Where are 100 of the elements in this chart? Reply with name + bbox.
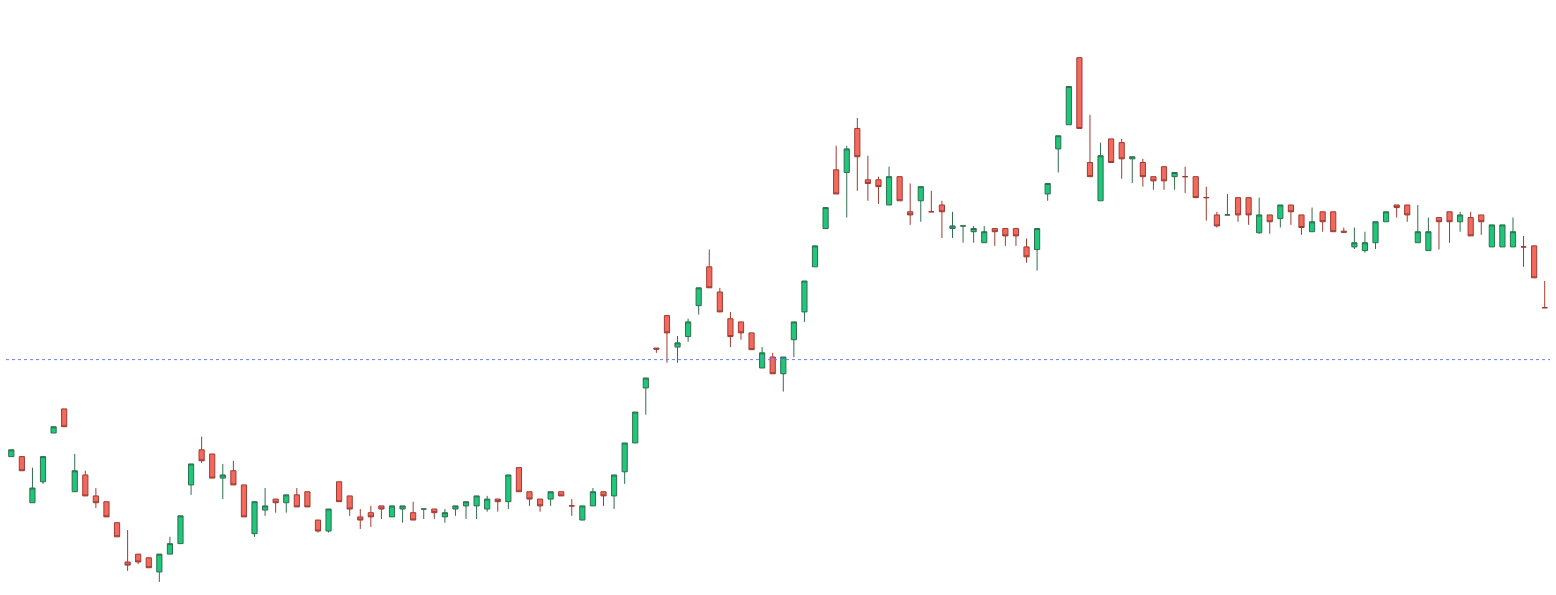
candlestick xyxy=(1340,227,1347,233)
candlestick xyxy=(1446,211,1453,244)
candlestick xyxy=(1509,217,1517,248)
candlestick xyxy=(843,145,850,219)
candlestick xyxy=(145,557,152,569)
candlestick xyxy=(759,346,766,369)
candlestick xyxy=(1393,204,1400,219)
candlestick xyxy=(822,207,829,230)
candlestick xyxy=(885,166,893,206)
candlestick xyxy=(928,190,935,213)
candlestick xyxy=(1012,228,1020,247)
candlestick xyxy=(1287,204,1294,226)
candlestick xyxy=(113,522,121,538)
candlestick xyxy=(653,347,660,354)
candlestick xyxy=(864,155,871,202)
candlestick xyxy=(748,332,755,351)
candlestick xyxy=(568,498,575,517)
candlestick xyxy=(790,321,797,358)
candlestick xyxy=(610,474,618,510)
candlestick xyxy=(1404,204,1411,223)
candlestick xyxy=(1213,211,1220,229)
candlestick xyxy=(441,508,448,524)
candlestick xyxy=(579,505,586,521)
candlestick xyxy=(1150,176,1157,191)
candlestick xyxy=(1467,211,1474,237)
candlestick xyxy=(156,553,163,583)
candlestick xyxy=(536,498,544,513)
candlestick xyxy=(1499,224,1506,248)
candlestick xyxy=(833,145,840,195)
candlestick xyxy=(452,505,459,517)
candlestick xyxy=(1245,197,1252,226)
candlestick xyxy=(209,453,216,479)
candlestick xyxy=(1171,171,1178,191)
candlestick xyxy=(1023,238,1030,264)
candlestick xyxy=(293,487,300,508)
candlestick xyxy=(251,501,258,538)
candlestick xyxy=(198,436,205,464)
candlestick xyxy=(695,287,702,316)
candlestick xyxy=(716,287,723,313)
candlestick xyxy=(1139,158,1146,188)
candlestick xyxy=(462,501,470,520)
candlestick xyxy=(1044,182,1051,202)
candlestick xyxy=(1277,204,1284,229)
candlestick xyxy=(1129,156,1136,184)
candlestick xyxy=(1330,211,1337,233)
candlestick xyxy=(674,335,681,364)
candlestick xyxy=(526,491,533,507)
candlestick xyxy=(854,117,861,192)
candlestick xyxy=(780,356,787,393)
candlestick xyxy=(314,519,322,534)
candlestick xyxy=(621,442,628,485)
candlestick xyxy=(642,377,649,416)
candlestick xyxy=(938,200,946,239)
candlestick xyxy=(18,456,25,472)
candlestick xyxy=(283,494,290,514)
candlestick xyxy=(61,408,68,428)
candlestick xyxy=(50,426,57,434)
candlestick xyxy=(39,456,47,485)
candlestick xyxy=(632,411,639,444)
candlestick xyxy=(1488,224,1495,248)
candlestick xyxy=(388,505,396,518)
candlestick xyxy=(473,495,480,520)
candlestick xyxy=(981,225,988,244)
candlestick xyxy=(1182,166,1189,194)
candlestick xyxy=(1531,245,1538,279)
candlestick xyxy=(970,225,977,244)
candlestick xyxy=(240,484,248,518)
candlestick xyxy=(949,211,956,239)
candlestick xyxy=(727,311,734,348)
candlestick xyxy=(1002,228,1009,247)
candlestick xyxy=(737,321,745,341)
candlestick xyxy=(367,505,374,528)
candlestick xyxy=(907,182,914,226)
candlestick xyxy=(272,498,279,514)
candlestick xyxy=(431,508,438,520)
candlestick xyxy=(1361,231,1369,254)
candlestick xyxy=(1351,227,1358,250)
candlestick xyxy=(1108,138,1115,164)
candlestick xyxy=(558,491,565,497)
candlestick xyxy=(1203,186,1210,222)
candlestick xyxy=(991,228,998,247)
candlestick xyxy=(959,225,967,244)
candlestick xyxy=(357,508,364,530)
candlestick xyxy=(1382,211,1390,223)
candlestick xyxy=(1076,57,1083,129)
candlestick xyxy=(769,352,776,375)
candlestick xyxy=(1192,176,1199,199)
candlestick xyxy=(410,501,417,521)
candlestick xyxy=(1097,142,1104,202)
candlestick xyxy=(1034,228,1041,271)
candlestick xyxy=(547,491,554,507)
candlestick xyxy=(1520,235,1527,268)
candlestick xyxy=(589,487,597,507)
candlestick xyxy=(706,249,713,289)
candlestick xyxy=(92,487,99,509)
candlestick xyxy=(346,495,353,517)
candlestick xyxy=(71,453,78,493)
candlestick xyxy=(1372,221,1379,250)
candlestick xyxy=(1065,86,1072,126)
candlestick xyxy=(103,501,110,518)
